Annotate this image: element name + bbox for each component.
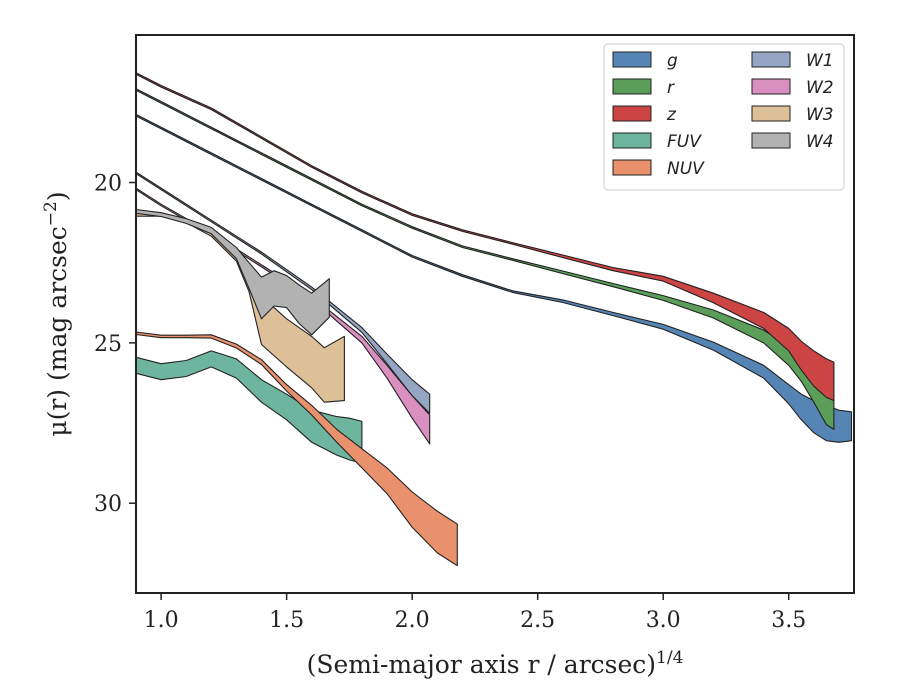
legend-label-w3: W3 <box>806 105 834 125</box>
x-tick-label: 3.5 <box>771 608 806 633</box>
plot-frame <box>135 34 855 594</box>
legend-swatch-r <box>612 78 652 95</box>
x-tick-label: 3.0 <box>646 608 681 633</box>
x-tick-label: 1.5 <box>269 608 304 633</box>
band-nuv <box>135 331 458 567</box>
legend-label-w4: W4 <box>806 132 834 152</box>
x-tick-label: 1.0 <box>144 608 179 633</box>
x-tick-label: 2.5 <box>520 608 555 633</box>
legend-swatch-z <box>612 105 652 122</box>
legend-swatch-g <box>612 51 652 68</box>
x-axis-ticks: 1.0 1.5 2.0 2.5 3.0 3.5 <box>144 593 806 633</box>
band-w4 <box>135 208 330 336</box>
y-tick-label: 30 <box>94 492 122 517</box>
y-tick-label: 20 <box>94 172 122 197</box>
legend-label-w2: W2 <box>806 78 834 98</box>
legend: grz FUV NUV W1 W2 W3 W4 <box>603 43 845 191</box>
series-layer <box>135 72 853 567</box>
legend-label-z: z <box>666 105 677 125</box>
band-z <box>135 72 835 402</box>
y-axis-label: μ(r) (mag arcsec−2) <box>41 191 72 436</box>
legend-swatch-w3 <box>751 105 791 122</box>
y-tick-label: 25 <box>94 332 122 357</box>
legend-swatch-fuv <box>612 132 652 149</box>
band-g <box>135 113 853 443</box>
legend-label-nuv: NUV <box>667 159 705 179</box>
legend-label-g: g <box>667 51 678 71</box>
legend-swatch-nuv <box>612 159 652 176</box>
x-tick-label: 2.0 <box>395 608 430 633</box>
legend-label-w1: W1 <box>806 51 834 71</box>
band-w1 <box>135 171 431 414</box>
legend-label-r: r <box>667 78 675 98</box>
x-axis-label: (Semi-major axis r / arcsec)1/4 <box>307 648 684 679</box>
y-axis-ticks: 20 25 30 <box>94 172 136 517</box>
legend-swatch-w4 <box>751 132 791 149</box>
legend-swatch-w2 <box>751 78 791 95</box>
legend-swatch-w1 <box>751 51 791 68</box>
legend-label-fuv: FUV <box>667 132 702 152</box>
band-r <box>135 88 835 430</box>
